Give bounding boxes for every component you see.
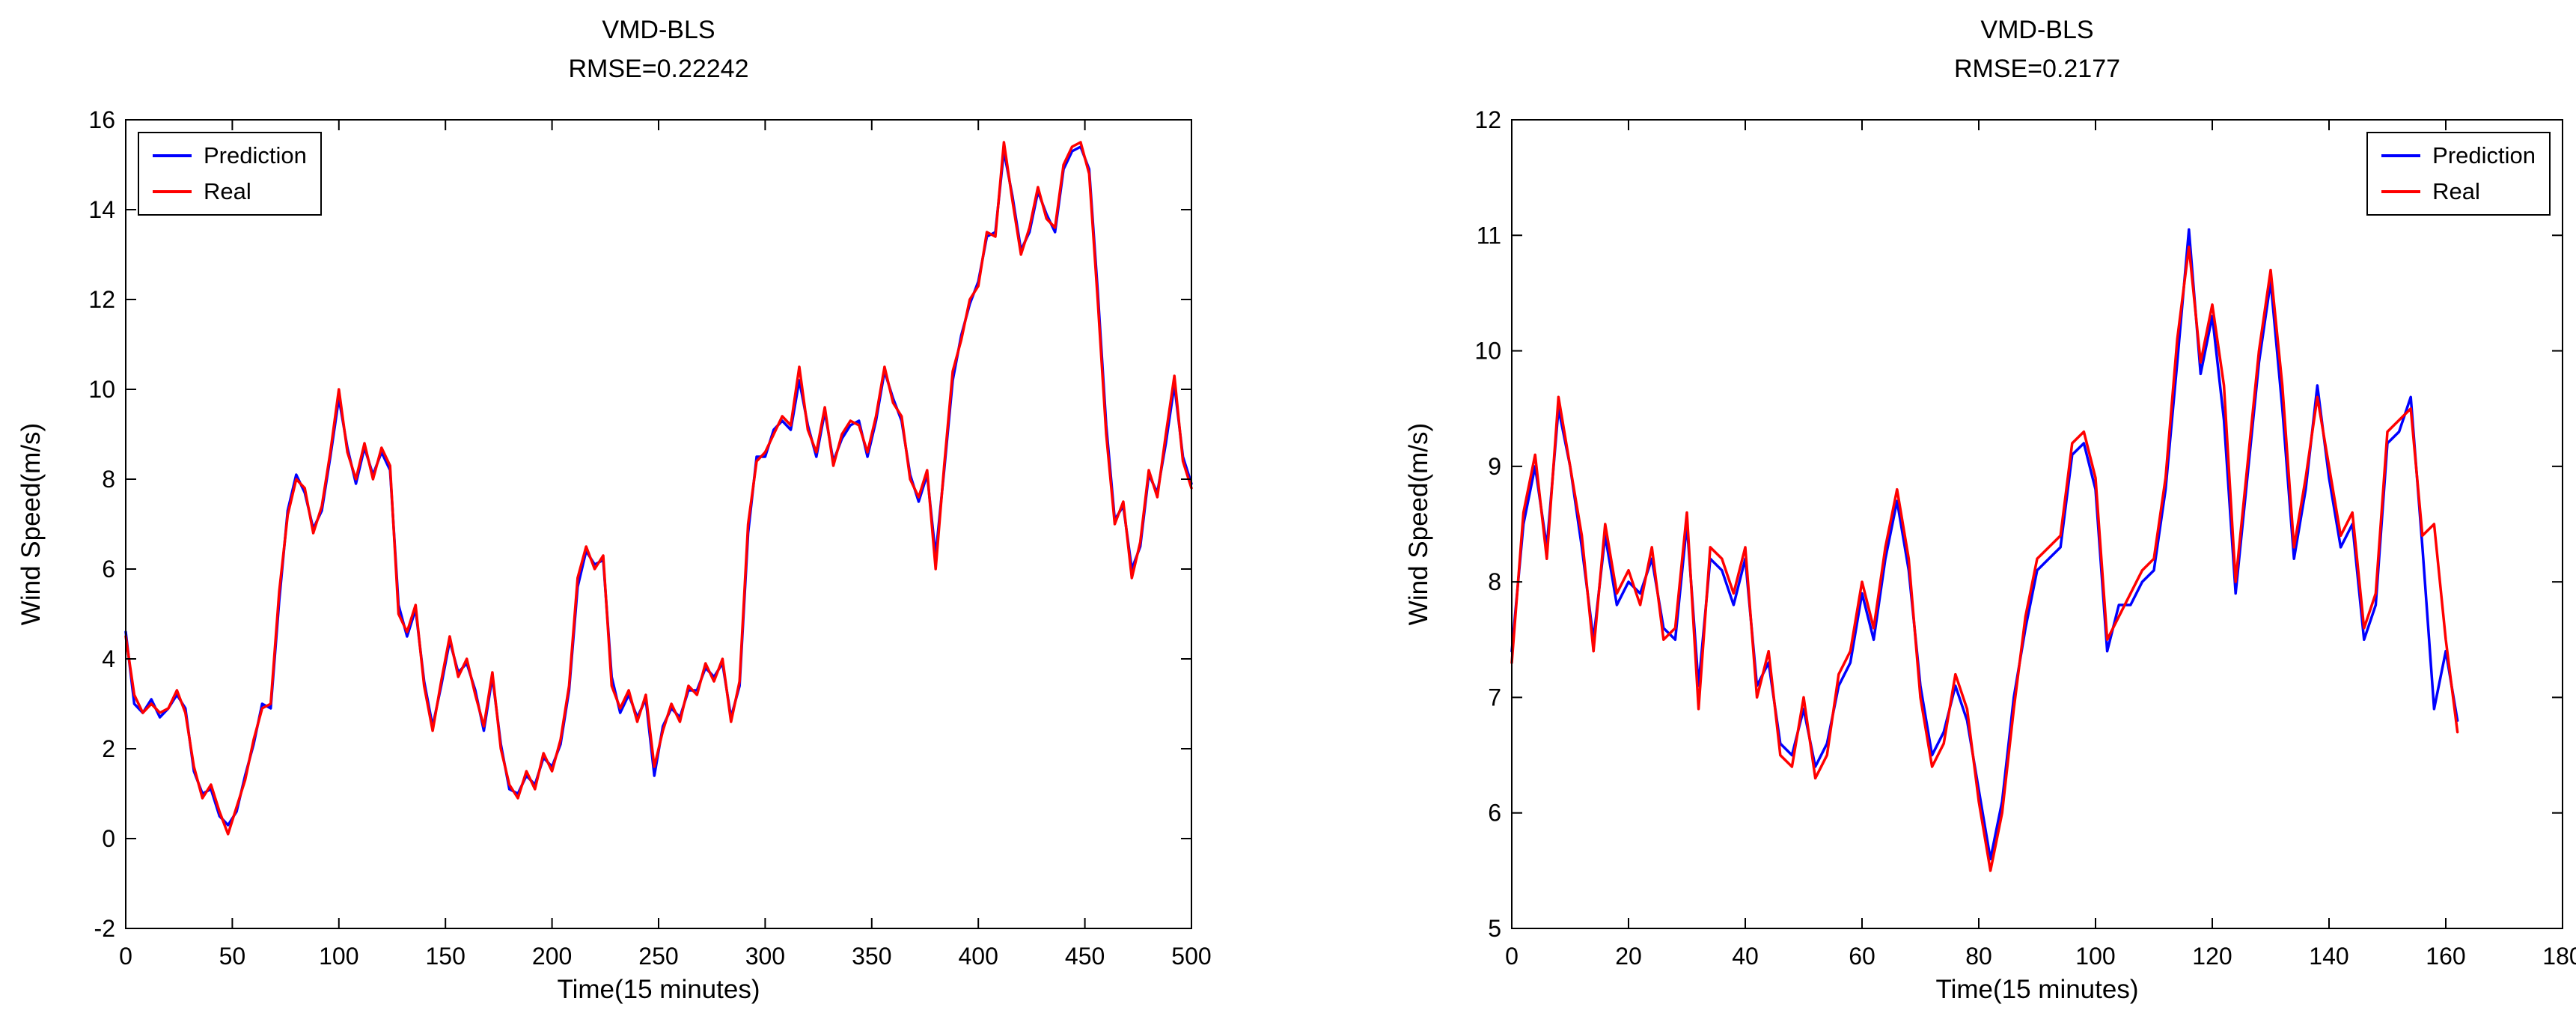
axes-box bbox=[1511, 119, 2563, 929]
y-tick-label: 8 bbox=[102, 466, 115, 493]
y-tick-label: 14 bbox=[88, 196, 115, 223]
legend-entry-prediction: Prediction bbox=[153, 142, 307, 169]
x-tick-label: 400 bbox=[959, 943, 998, 970]
right-y-axis-label: Wind Speed(m/s) bbox=[1404, 422, 1433, 626]
x-tick-label: 20 bbox=[1615, 943, 1642, 970]
right-chart-title: VMD-BLS bbox=[1980, 16, 2094, 44]
left-chart-title: VMD-BLS bbox=[602, 16, 715, 44]
y-tick-label: 12 bbox=[88, 286, 115, 313]
left-legend: Prediction Real bbox=[138, 132, 322, 216]
y-tick-label: 5 bbox=[1488, 915, 1501, 942]
real-line-swatch bbox=[153, 190, 192, 193]
right-legend: Prediction Real bbox=[2366, 132, 2551, 216]
x-tick-label: 250 bbox=[638, 943, 678, 970]
x-tick-label: 150 bbox=[426, 943, 466, 970]
x-tick-label: 60 bbox=[1849, 943, 1875, 970]
prediction-line-swatch bbox=[153, 154, 192, 157]
x-tick-label: 50 bbox=[219, 943, 246, 970]
real-line-swatch bbox=[2381, 190, 2421, 193]
x-tick-label: 200 bbox=[532, 943, 572, 970]
left-chart-rmse-label: RMSE=0.22242 bbox=[568, 55, 749, 83]
x-tick-label: 0 bbox=[119, 943, 132, 970]
y-tick-label: 4 bbox=[102, 645, 115, 672]
y-tick-label: 10 bbox=[88, 376, 115, 403]
x-tick-label: 40 bbox=[1732, 943, 1759, 970]
x-tick-label: 100 bbox=[319, 943, 358, 970]
x-tick-label: 100 bbox=[2075, 943, 2115, 970]
y-tick-label: 12 bbox=[1474, 106, 1501, 133]
y-tick-label: 6 bbox=[1488, 800, 1501, 827]
y-tick-label: 11 bbox=[1477, 222, 1501, 249]
series-line-prediction bbox=[124, 145, 1193, 827]
right-chart-rmse-label: RMSE=0.2177 bbox=[1953, 55, 2121, 83]
prediction-line-swatch bbox=[2381, 154, 2421, 157]
legend-entry-real: Real bbox=[2381, 178, 2536, 205]
y-tick-label: 0 bbox=[102, 825, 115, 852]
y-tick-label: 8 bbox=[1488, 568, 1501, 595]
y-tick-label: 16 bbox=[88, 106, 115, 133]
y-tick-label: 10 bbox=[1474, 338, 1501, 365]
x-tick-label: 450 bbox=[1065, 943, 1105, 970]
legend-label-prediction: Prediction bbox=[2432, 142, 2536, 168]
legend-label-real: Real bbox=[2432, 178, 2480, 204]
x-tick-label: 500 bbox=[1171, 943, 1211, 970]
y-tick-label: 2 bbox=[102, 735, 115, 762]
x-tick-label: 350 bbox=[852, 943, 891, 970]
y-tick-label: 6 bbox=[102, 556, 115, 583]
x-tick-label: 180 bbox=[2542, 943, 2576, 970]
x-tick-label: 300 bbox=[745, 943, 785, 970]
right-x-axis-label: Time(15 minutes) bbox=[1935, 975, 2139, 1004]
left-x-axis-label: Time(15 minutes) bbox=[557, 975, 760, 1004]
legend-label-prediction: Prediction bbox=[204, 142, 307, 168]
y-tick-label: 9 bbox=[1488, 453, 1501, 480]
x-tick-label: 80 bbox=[1965, 943, 1992, 970]
x-tick-label: 0 bbox=[1505, 943, 1519, 970]
x-tick-label: 160 bbox=[2426, 943, 2465, 970]
left-y-axis-label: Wind Speed(m/s) bbox=[16, 422, 46, 626]
legend-label-real: Real bbox=[204, 178, 251, 204]
y-tick-label: 7 bbox=[1488, 684, 1501, 711]
series-line-real bbox=[1510, 245, 2459, 872]
series-line-real bbox=[124, 141, 1193, 836]
legend-entry-prediction: Prediction bbox=[2381, 142, 2536, 169]
y-tick-label: -2 bbox=[94, 915, 115, 942]
series-line-prediction bbox=[1510, 228, 2459, 861]
legend-entry-real: Real bbox=[153, 178, 307, 205]
x-tick-label: 120 bbox=[2192, 943, 2232, 970]
x-tick-label: 140 bbox=[2309, 943, 2348, 970]
